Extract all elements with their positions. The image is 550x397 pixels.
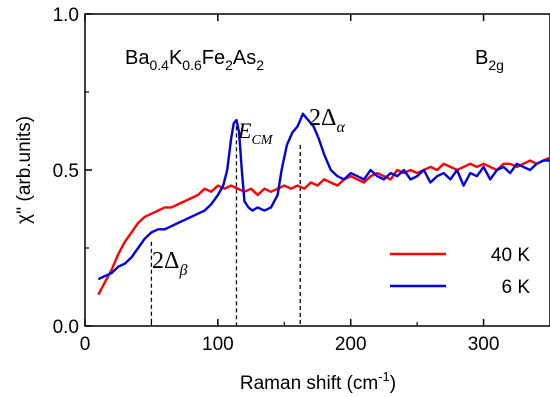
y-tick-label-0: 0.0 xyxy=(53,317,79,338)
y-tick-label-1: 1.0 xyxy=(53,5,79,26)
compound-label: Ba0.4K0.6Fe2As2 xyxy=(125,47,264,73)
data-series xyxy=(97,112,550,296)
y-axis-ticks: 0.0 0.5 1.0 xyxy=(53,5,92,338)
x-tick-label-100: 100 xyxy=(202,334,234,355)
x-tick-label-200: 200 xyxy=(335,334,367,355)
legend-label-40k: 40 K xyxy=(491,245,530,266)
legend: 40 K 6 K xyxy=(390,245,530,298)
x-tick-label-300: 300 xyxy=(468,334,500,355)
x-tick-label-0: 0 xyxy=(80,334,91,355)
x-axis-title: Raman shift (cm-1) xyxy=(240,369,396,394)
beta-gap-label: 2Δβ xyxy=(152,248,187,279)
gap-marker-lines xyxy=(150,126,301,326)
cm-peak-label: ECM xyxy=(237,118,274,148)
y-tick-label-0.5: 0.5 xyxy=(53,161,79,182)
x-axis-ticks: 0 100 200 300 xyxy=(80,14,500,355)
legend-label-6k: 6 K xyxy=(501,277,530,298)
series-line-1 xyxy=(97,112,550,281)
symmetry-label: B2g xyxy=(475,47,504,73)
y-axis-title: χ'' (arb.units) xyxy=(14,116,35,224)
alpha-gap-label: 2Δα xyxy=(309,105,345,136)
series-line-0 xyxy=(97,156,550,296)
